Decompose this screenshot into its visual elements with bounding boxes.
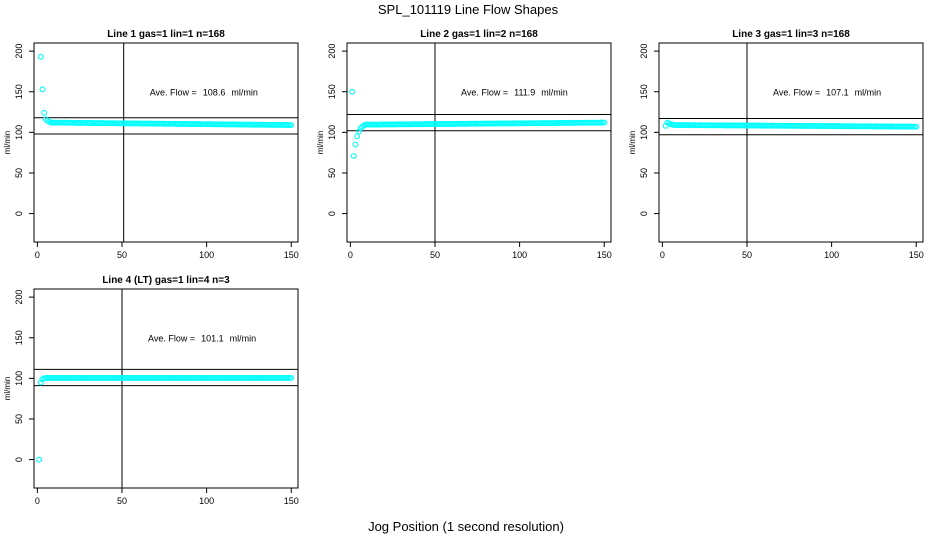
panel-title: Line 1 gas=1 lin=1 n=168 [107,29,225,40]
x-tick-label: 0 [348,250,353,260]
y-tick-label: 150 [327,84,337,99]
x-tick-label: 150 [909,250,924,260]
y-tick-label: 100 [639,125,649,140]
data-point [913,123,920,130]
average-flow-label: Ave. Flow = [461,88,508,98]
x-tick-label: 0 [35,250,40,260]
x-tick-label: 50 [117,496,127,506]
x-tick-label: 0 [35,496,40,506]
y-tick-label: 200 [639,44,649,59]
data-point [352,141,359,148]
average-flow-annotation: Ave. Flow = 108.6 ml/min [150,88,258,98]
y-axis-label: ml/min [316,131,325,155]
data-point [357,125,364,132]
average-flow-unit: ml/min [541,88,568,98]
x-tick-label: 0 [660,250,665,260]
average-flow-unit: ml/min [231,88,258,98]
data-point [37,379,44,386]
chart-panel-2: Line 2 gas=1 lin=2 n=168 0 50 100 150 200 0 50 1… [316,29,612,260]
y-tick-label: 50 [14,168,24,178]
average-flow-unit: ml/min [855,88,882,98]
panel-title: Line 3 gas=1 lin=3 n=168 [732,29,850,40]
panel-title: Line 4 (LT) gas=1 lin=4 n=3 [102,275,230,286]
plot-frame [658,42,924,243]
chart-panel-1: Line 1 gas=1 lin=1 n=168 0 50 100 150 200 0 50 1… [3,29,299,260]
average-flow-label: Ave. Flow = [148,334,195,344]
plot-frame [346,42,612,243]
y-tick-label: 0 [327,211,337,216]
x-tick-label: 100 [199,496,214,506]
y-axis-label: ml/min [3,377,12,401]
average-flow-annotation: Ave. Flow = 107.1 ml/min [773,88,881,98]
average-flow-annotation: Ave. Flow = 101.1 ml/min [148,334,256,344]
x-tick-label: 50 [742,250,752,260]
x-tick-label: 100 [512,250,527,260]
x-tick-label: 150 [284,496,299,506]
panel-title: Line 2 gas=1 lin=2 n=168 [420,29,538,40]
y-tick-label: 0 [14,211,24,216]
x-tick-label: 50 [117,250,127,260]
x-tick-label: 50 [430,250,440,260]
average-flow-annotation: Ave. Flow = 111.9 ml/min [461,88,568,98]
data-point [39,86,46,93]
x-tick-label: 150 [284,250,299,260]
average-flow-label: Ave. Flow = [773,88,820,98]
x-tick-label: 100 [199,250,214,260]
y-tick-label: 200 [327,44,337,59]
average-flow-value: 107.1 [826,88,849,98]
average-flow-value: 108.6 [203,88,226,98]
y-tick-label: 50 [327,168,337,178]
data-point [355,128,362,135]
y-axis-label: ml/min [628,131,637,155]
y-tick-label: 100 [14,125,24,140]
y-tick-label: 150 [14,330,24,345]
y-tick-label: 50 [14,414,24,424]
data-point [288,122,295,128]
y-tick-label: 0 [14,457,24,462]
data-point [350,152,357,159]
plot-frame [33,288,299,489]
average-flow-unit: ml/min [230,334,257,344]
plot-frame [33,42,299,243]
y-tick-label: 150 [639,84,649,99]
average-flow-label: Ave. Flow = [150,88,197,98]
data-point [36,456,43,463]
data-point [288,374,295,381]
chart-panel-3: Line 3 gas=1 lin=3 n=168 0 50 100 150 200 0 50 1… [628,29,924,260]
y-tick-label: 200 [14,44,24,59]
average-flow-value: 111.9 [514,88,535,98]
y-tick-label: 0 [639,211,649,216]
y-tick-label: 100 [14,371,24,386]
data-point [354,133,361,140]
figure-title: SPL_101119 Line Flow Shapes [378,2,559,17]
x-tick-label: 150 [597,250,612,260]
y-tick-label: 100 [327,125,337,140]
y-axis-label: ml/min [3,131,12,155]
chart-panel-4: Line 4 (LT) gas=1 lin=4 n=3 0 50 100 150 200 0… [3,275,299,506]
data-point [41,109,48,116]
figure-x-axis-label: Jog Position (1 second resolution) [368,519,564,534]
average-flow-value: 101.1 [201,334,224,344]
y-tick-label: 50 [639,168,649,178]
data-point [601,119,608,126]
chart-panels: Line 1 gas=1 lin=1 n=168 0 50 100 150 200 0 50 1… [3,29,924,506]
x-tick-label: 100 [824,250,839,260]
y-tick-label: 200 [14,290,24,305]
data-point [37,53,44,60]
y-tick-label: 150 [14,84,24,99]
data-point [349,88,356,95]
